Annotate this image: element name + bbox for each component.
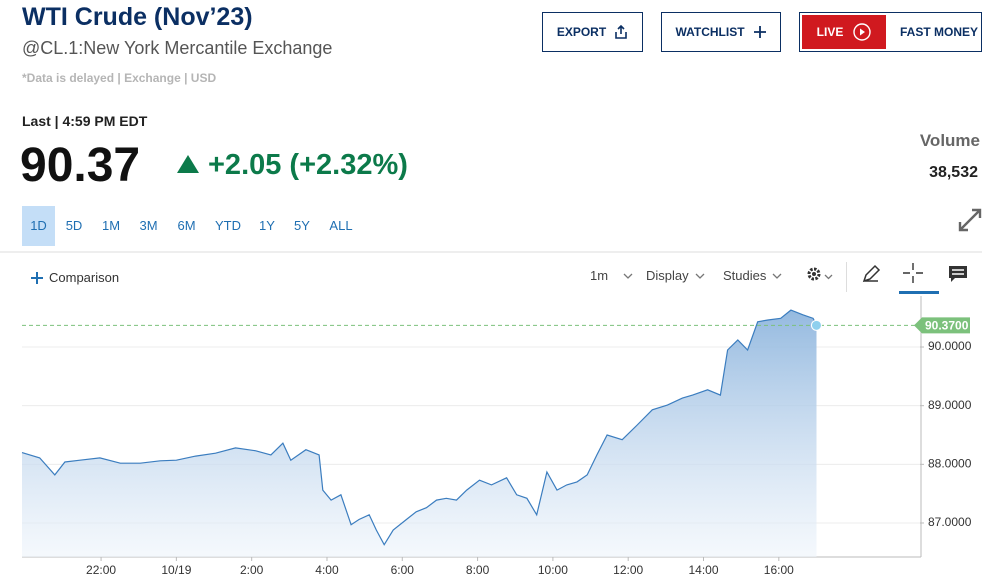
y-tick-label: 89.0000 [928,398,972,412]
range-tab[interactable]: 1M [101,218,121,233]
active-tool-underline [899,291,939,294]
volume-label: Volume [919,131,980,150]
live-button[interactable]: LIVE FAST MONEY [799,12,982,52]
settings-icon[interactable] [806,266,836,284]
last-price-label: 90.3700 [925,318,969,332]
play-icon [853,23,872,41]
watchlist-label: WATCHLIST [675,25,745,39]
comparison-label: Comparison [49,270,120,285]
range-tab[interactable]: 5D [65,218,83,233]
title: WTI Crude (Nov’23) [22,3,253,31]
range-tab[interactable]: 1D [22,206,55,246]
toolbar-separator [846,262,847,292]
plus-icon [31,271,43,284]
range-tab[interactable]: 5Y [294,218,310,233]
live-badge: LIVE [802,15,886,49]
draw-icon[interactable] [861,264,881,284]
range-tab[interactable]: 6M [177,218,196,233]
export-label: EXPORT [556,25,607,39]
volume: 38,532 [929,164,978,181]
fast-money-label: FAST MONEY [900,25,979,39]
last-point [810,319,822,331]
chevron [772,273,782,279]
watchlist-button[interactable]: WATCHLIST [661,12,781,52]
x-tick-label: 4:00 [315,563,339,577]
export-icon [615,25,627,39]
y-tick-label: 90.0000 [928,339,972,353]
comment-icon[interactable] [948,265,968,283]
export-button[interactable]: EXPORT [542,12,643,52]
price: 90.37 [20,139,141,192]
up-arrow [177,155,199,173]
range-tab[interactable]: 3M [139,218,158,233]
interval-label: 1m [590,268,609,283]
studies-label: Studies [723,268,767,283]
x-tick-label: 14:00 [688,563,718,577]
range-tab[interactable]: ALL [329,218,353,233]
studies-select[interactable]: Studies [723,268,782,283]
x-tick-label: 12:00 [613,563,643,577]
chevron [623,273,633,279]
interval-select[interactable]: 1m [590,268,634,283]
live-label: LIVE [816,25,844,39]
change: +2.05 (+2.32%) [208,149,408,181]
range-tab[interactable]: YTD [215,218,241,233]
expand-icon[interactable] [957,207,983,233]
x-tick-label: 16:00 [764,563,794,577]
crosshair-icon[interactable] [902,262,924,284]
y-tick-label: 88.0000 [928,457,972,471]
last-label: Last | 4:59 PM EDT [22,113,148,129]
delay-note: *Data is delayed | Exchange | USD [22,71,217,85]
display-select[interactable]: Display [646,268,705,283]
x-tick-label: 8:00 [466,563,490,577]
range-tab[interactable]: 1Y [259,218,275,233]
x-tick-label: 6:00 [391,563,415,577]
comparison-button[interactable]: Comparison [31,270,119,285]
x-tick-label: 10/19 [161,563,191,577]
x-tick-label: 2:00 [240,563,264,577]
last-price-badge [914,317,970,334]
y-tick-label: 87.0000 [928,515,972,529]
area [22,310,817,557]
price-line [21,309,818,546]
x-tick-label: 10:00 [538,563,568,577]
plus-icon [753,26,766,38]
chevron [695,273,705,279]
display-label: Display [646,268,689,283]
x-tick-label: 22:00 [86,563,116,577]
subtitle: @CL.1:New York Mercantile Exchange [22,38,333,58]
